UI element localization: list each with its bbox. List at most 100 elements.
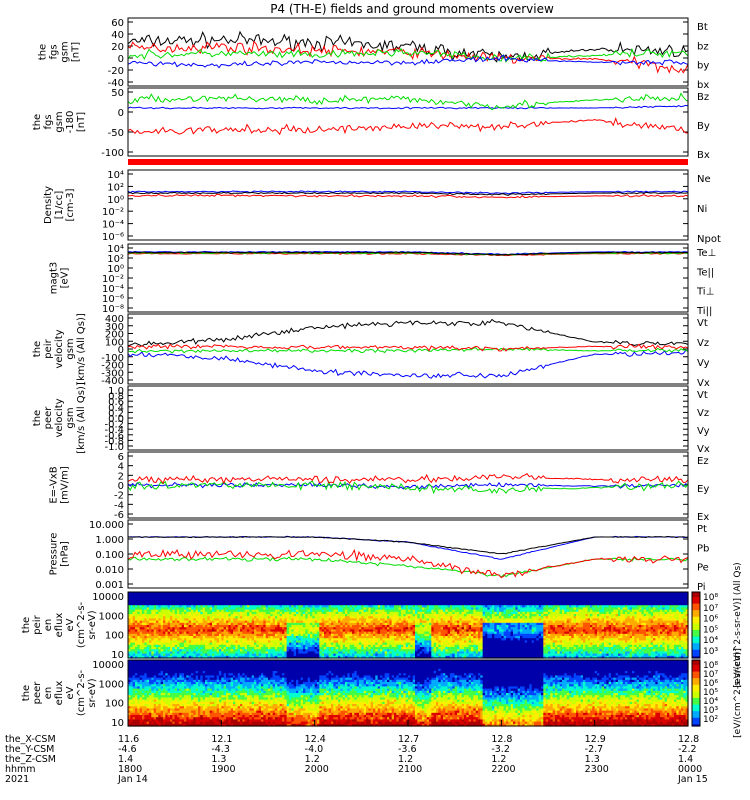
spectrogram-cell — [268, 629, 271, 633]
spectrogram-cell — [261, 629, 264, 633]
spectrogram-cell — [272, 596, 276, 600]
spectrogram-cell — [223, 603, 227, 606]
spectrogram-cell — [179, 636, 183, 639]
spectrogram-cell — [305, 633, 309, 637]
spectrogram-cell — [396, 642, 400, 646]
spectrogram-cell — [174, 642, 178, 646]
spectrogram-cell — [501, 605, 505, 608]
spectrogram-cell — [188, 616, 192, 619]
spectrogram-cell — [282, 600, 285, 604]
spectrogram-cell — [247, 592, 250, 595]
spectrogram-cell — [272, 598, 276, 602]
spectrogram-cell — [368, 633, 372, 637]
spectrogram-cell — [401, 638, 404, 641]
spectrogram-cell — [177, 598, 180, 602]
spectrogram-cell — [496, 647, 500, 650]
spectrogram-cell — [291, 618, 295, 622]
spectrogram-cell — [277, 592, 281, 595]
spectrogram-cell — [132, 636, 136, 639]
spectrogram-cell — [256, 647, 260, 650]
spectrogram-cell — [291, 631, 295, 635]
spectrogram-cell — [298, 611, 302, 615]
spectrogram-cell — [296, 642, 299, 646]
spectrogram-cell — [177, 605, 180, 608]
spectrogram-cell — [219, 629, 222, 633]
spectrogram-cell — [293, 600, 297, 604]
spectrogram-cell — [244, 625, 248, 628]
spectrogram-cell — [174, 600, 178, 604]
spectrogram-cell — [415, 651, 418, 655]
spectrogram-cell — [282, 636, 285, 639]
spectrogram-cell — [492, 592, 495, 595]
spectrogram-cell — [209, 651, 213, 655]
spectrogram-cell — [144, 609, 148, 613]
spectrogram-cell — [405, 607, 409, 611]
spectrogram-cell — [347, 594, 351, 597]
spectrogram-cell — [422, 598, 425, 602]
spectrogram-cell — [209, 655, 213, 659]
spectrogram-cell — [333, 592, 337, 595]
spectrogram-cell — [188, 633, 192, 637]
spectrogram-cell — [361, 594, 365, 597]
spectrogram-cell — [405, 598, 409, 602]
spectrogram-cell — [485, 644, 488, 648]
spectrogram-cell — [473, 644, 477, 648]
spectrogram-cell — [200, 614, 204, 617]
spectrogram-cell — [249, 594, 253, 597]
spectrogram-cell — [473, 651, 477, 655]
spectrogram-cell — [265, 614, 269, 617]
spectrogram-cell — [356, 647, 360, 650]
spectrogram-cell — [419, 603, 423, 606]
spectrogram-cell — [172, 638, 176, 641]
spectrogram-cell — [235, 596, 239, 600]
spectrogram-cell — [447, 600, 451, 604]
spectrogram-cell — [307, 607, 311, 611]
spectrogram-cell — [331, 618, 334, 622]
spectrogram-cell — [177, 642, 180, 646]
spectrogram-cell — [188, 622, 192, 626]
spectrogram-cell — [207, 622, 211, 626]
spectrogram-cell — [349, 618, 353, 622]
spectrogram-cell — [128, 651, 131, 655]
spectrogram-cell — [398, 607, 402, 611]
spectrogram-cell — [172, 598, 176, 602]
spectrogram-cell — [368, 607, 372, 611]
spectrogram-cell — [501, 622, 505, 626]
spectrogram-cell — [450, 611, 453, 615]
spectrogram-cell — [403, 644, 407, 648]
spectrogram-cell — [163, 605, 166, 608]
spectrogram-cell — [373, 631, 376, 635]
spectrogram-cell — [193, 618, 197, 622]
spectrogram-cell — [447, 647, 451, 650]
spectrogram-cell — [128, 647, 131, 650]
spectrogram-cell — [410, 644, 414, 648]
spectrogram-cell — [338, 596, 341, 600]
spectrogram-cell — [186, 611, 190, 615]
spectrogram-cell — [445, 647, 449, 650]
spectrogram-cell — [457, 611, 460, 615]
spectrogram-cell — [345, 627, 348, 630]
spectrogram-cell — [452, 616, 456, 619]
spectrogram-cell — [419, 638, 423, 641]
spectrogram-cell — [440, 629, 444, 633]
spectrogram-cell — [401, 611, 404, 615]
spectrogram-cell — [230, 594, 234, 597]
spectrogram-cell — [426, 640, 430, 644]
spectrogram-cell — [191, 636, 194, 639]
spectrogram-cell — [237, 644, 241, 648]
spectrogram-cell — [172, 622, 176, 626]
spectrogram-cell — [389, 642, 393, 646]
spectrogram-cell — [375, 649, 379, 652]
spectrogram-cell — [261, 636, 264, 639]
spectrogram-cell — [275, 651, 278, 655]
spectrogram-cell — [130, 596, 134, 600]
spectrogram-cell — [412, 627, 416, 630]
spectrogram-cell — [377, 622, 381, 626]
spectrogram-cell — [191, 629, 194, 633]
spectrogram-cell — [424, 625, 428, 628]
spectrogram-cell — [317, 618, 320, 622]
spectrogram-cell — [408, 600, 411, 604]
spectrogram-cell — [445, 620, 449, 624]
spectrogram-cell — [289, 653, 292, 657]
spectrogram-cell — [139, 594, 143, 597]
